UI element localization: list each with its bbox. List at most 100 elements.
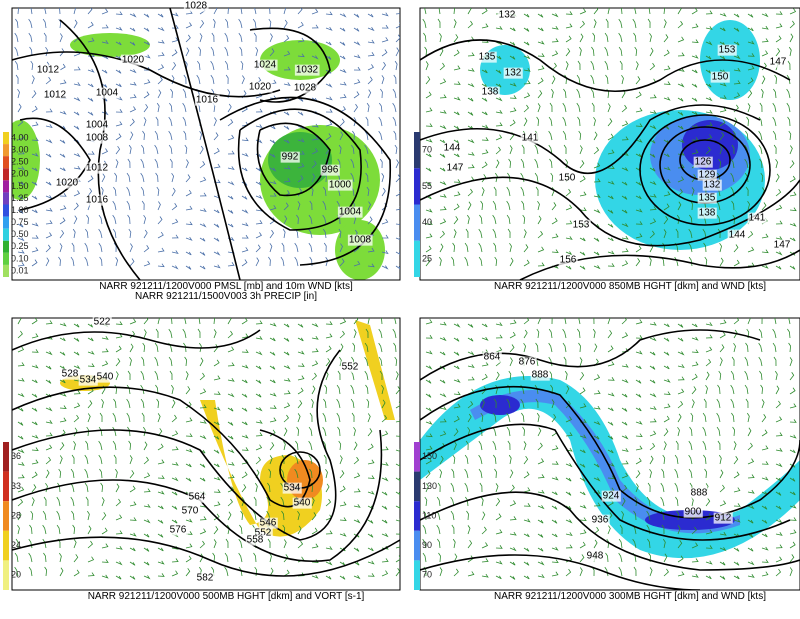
label-bg xyxy=(503,67,523,79)
colorbar-swatch xyxy=(3,501,9,531)
barb xyxy=(663,65,671,71)
barb xyxy=(506,412,511,423)
barb xyxy=(227,209,234,214)
barb xyxy=(114,172,117,183)
barb xyxy=(492,228,497,239)
barb xyxy=(213,117,217,127)
contour-label: 552 xyxy=(342,362,359,373)
barb xyxy=(761,25,769,30)
barb xyxy=(579,46,582,57)
barb xyxy=(17,377,25,382)
barb xyxy=(255,320,263,325)
barb xyxy=(747,427,752,437)
barb xyxy=(115,26,123,31)
barb xyxy=(241,247,249,253)
barb xyxy=(157,13,164,18)
barb xyxy=(467,8,472,15)
barb xyxy=(86,214,89,225)
barb xyxy=(593,251,600,256)
barb xyxy=(635,393,642,398)
barb xyxy=(604,566,609,577)
barb xyxy=(59,79,67,85)
label-bg xyxy=(585,550,605,562)
barb xyxy=(143,426,146,437)
barb xyxy=(422,18,427,29)
barb xyxy=(199,540,205,549)
barb xyxy=(87,21,94,29)
barb xyxy=(269,33,273,43)
barb xyxy=(733,67,741,72)
barb xyxy=(269,167,277,172)
barb xyxy=(495,146,501,155)
barb xyxy=(705,545,713,549)
barb xyxy=(17,318,22,325)
barb xyxy=(467,188,473,197)
barb xyxy=(424,496,428,507)
barb xyxy=(733,13,740,18)
barb xyxy=(579,8,587,15)
barb xyxy=(59,205,67,211)
barb xyxy=(551,202,557,211)
barb xyxy=(283,539,287,549)
barb xyxy=(282,228,286,239)
barb xyxy=(521,200,525,211)
barb xyxy=(579,251,586,256)
barb xyxy=(635,335,643,339)
barb xyxy=(31,209,38,214)
barb xyxy=(606,88,610,99)
barb xyxy=(479,214,483,225)
barb xyxy=(325,133,332,141)
barb xyxy=(73,390,81,395)
barb xyxy=(775,568,782,577)
barb xyxy=(240,510,244,521)
barb xyxy=(758,356,763,367)
barb xyxy=(789,517,797,521)
barb xyxy=(702,228,707,239)
contour-label: 132 xyxy=(505,68,522,79)
barb xyxy=(467,413,472,423)
barb xyxy=(31,393,38,398)
label-bg xyxy=(282,482,302,494)
barb xyxy=(112,412,117,423)
barb xyxy=(481,511,486,521)
barb xyxy=(437,538,441,549)
barb xyxy=(45,124,53,128)
barb xyxy=(213,449,220,454)
label-bg xyxy=(168,524,188,536)
barb xyxy=(339,485,346,493)
contour-line xyxy=(59,19,141,280)
barb xyxy=(453,568,459,577)
barb xyxy=(537,103,541,113)
colorbar-label: 20 xyxy=(11,570,21,580)
label-bg xyxy=(482,351,502,363)
barb xyxy=(453,34,459,43)
barb xyxy=(283,390,291,395)
barb xyxy=(548,130,553,141)
barb xyxy=(537,230,544,239)
barb xyxy=(495,560,503,565)
barb xyxy=(126,200,131,211)
barb xyxy=(183,74,187,85)
barb xyxy=(353,504,361,508)
contour-label: 936 xyxy=(592,515,609,526)
barb xyxy=(198,318,201,325)
barb xyxy=(523,503,531,507)
barb xyxy=(493,186,497,197)
barb xyxy=(565,532,573,536)
barb xyxy=(509,516,517,521)
barb xyxy=(676,214,680,225)
barb xyxy=(772,130,777,141)
barb xyxy=(185,22,193,29)
barb xyxy=(759,158,763,169)
barb xyxy=(621,393,628,398)
barb xyxy=(379,370,383,381)
barb xyxy=(733,92,741,99)
barb xyxy=(241,407,248,412)
barb xyxy=(45,232,53,239)
barb xyxy=(157,263,165,268)
barb xyxy=(716,398,721,409)
barb xyxy=(523,487,531,493)
barb xyxy=(590,60,595,71)
contour-line xyxy=(420,104,761,175)
barb xyxy=(199,192,207,197)
